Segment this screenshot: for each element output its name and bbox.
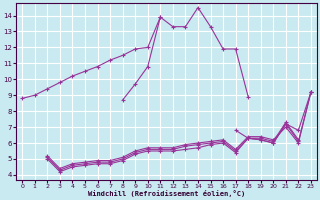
X-axis label: Windchill (Refroidissement éolien,°C): Windchill (Refroidissement éolien,°C) (88, 190, 245, 197)
